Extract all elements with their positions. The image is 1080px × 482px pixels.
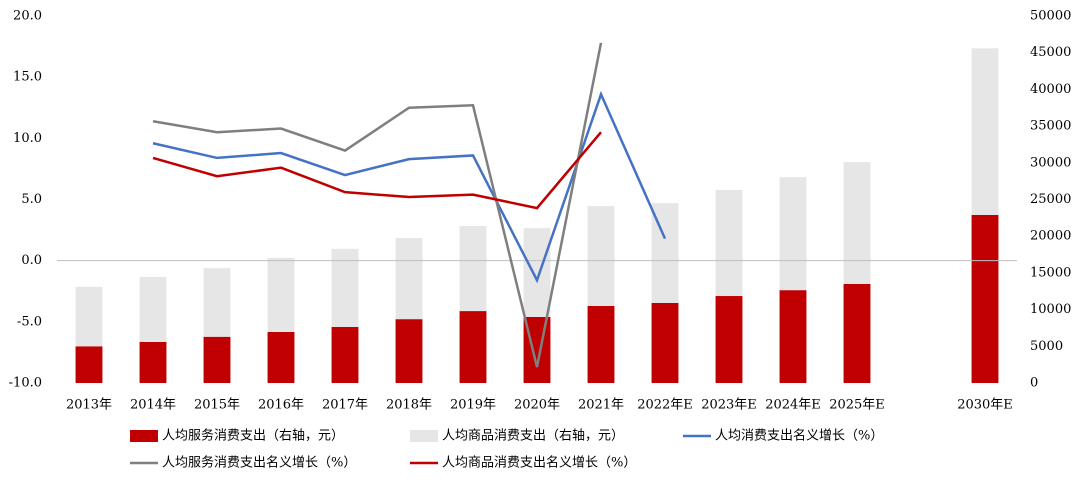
bar xyxy=(75,286,103,347)
bar xyxy=(523,228,551,317)
bar xyxy=(395,238,423,320)
bar xyxy=(971,214,999,383)
legend-swatch xyxy=(410,430,438,442)
x-tick-label: 2013年 xyxy=(66,398,112,413)
y2-tick-label: 15000 xyxy=(1030,265,1071,280)
x-tick-label: 2016年 xyxy=(258,398,304,413)
y2-tick-label: 10000 xyxy=(1030,302,1071,317)
y-tick-label: 10.0 xyxy=(13,131,42,146)
y-tick-label: 0.0 xyxy=(21,253,42,268)
x-tick-label: 2017年 xyxy=(322,398,368,413)
x-tick-label: 2020年 xyxy=(514,398,560,413)
bar xyxy=(715,296,743,383)
y-tick-label: -10.0 xyxy=(9,376,42,391)
y-tick-label: 15.0 xyxy=(13,70,42,85)
bar xyxy=(587,206,615,306)
bar xyxy=(267,257,295,332)
bar xyxy=(331,248,359,327)
bar xyxy=(779,290,807,383)
x-tick-label: 2015年 xyxy=(194,398,240,413)
bar xyxy=(203,268,231,337)
legend-label: 人均商品消费支出（右轴，元） xyxy=(442,429,624,444)
y-tick-label: 20.0 xyxy=(13,9,42,24)
y-tick-label: 5.0 xyxy=(21,192,42,207)
bar xyxy=(75,346,103,383)
x-tick-label: 2018年 xyxy=(386,398,432,413)
y2-tick-label: 20000 xyxy=(1030,229,1071,244)
line xyxy=(152,131,602,210)
bar xyxy=(459,311,487,383)
legend-label: 人均消费支出名义增长（%） xyxy=(715,428,883,444)
bar xyxy=(843,162,871,284)
line xyxy=(152,42,603,368)
x-tick-label: 2030年E xyxy=(957,398,1013,413)
x-tick-label: 2025年E xyxy=(829,398,885,413)
x-tick-label: 2014年 xyxy=(130,398,176,413)
y2-tick-label: 5000 xyxy=(1030,339,1063,354)
legend-label: 人均商品消费支出名义增长（%） xyxy=(442,455,636,471)
y2-tick-label: 25000 xyxy=(1030,192,1071,207)
bar xyxy=(715,189,743,297)
x-tick-label: 2021年 xyxy=(578,398,624,413)
bar xyxy=(203,336,231,383)
x-tick-label: 2024年E xyxy=(765,398,821,413)
bar xyxy=(651,302,679,383)
bar xyxy=(331,326,359,383)
y2-tick-label: 45000 xyxy=(1030,45,1071,60)
x-tick-label: 2019年 xyxy=(450,398,496,413)
x-tick-label: 2022年E xyxy=(637,398,693,413)
bar xyxy=(843,283,871,383)
legend-label: 人均服务消费支出名义增长（%） xyxy=(162,455,356,471)
y2-tick-label: 40000 xyxy=(1030,82,1071,97)
y2-tick-label: 0 xyxy=(1030,376,1038,391)
bar xyxy=(139,276,167,342)
bar xyxy=(267,331,295,383)
legend-label: 人均服务消费支出（右轴，元） xyxy=(162,428,344,444)
bar xyxy=(971,48,999,215)
y-tick-label: -5.0 xyxy=(17,314,42,329)
bar xyxy=(139,341,167,383)
y2-tick-label: 50000 xyxy=(1030,9,1071,24)
x-tick-label: 2023年E xyxy=(701,398,757,413)
bar xyxy=(459,225,487,312)
bar xyxy=(395,319,423,383)
legend-swatch xyxy=(130,430,158,442)
bar xyxy=(587,305,615,383)
y2-tick-label: 35000 xyxy=(1030,119,1071,134)
bar xyxy=(779,177,807,291)
y2-tick-label: 30000 xyxy=(1030,155,1071,170)
